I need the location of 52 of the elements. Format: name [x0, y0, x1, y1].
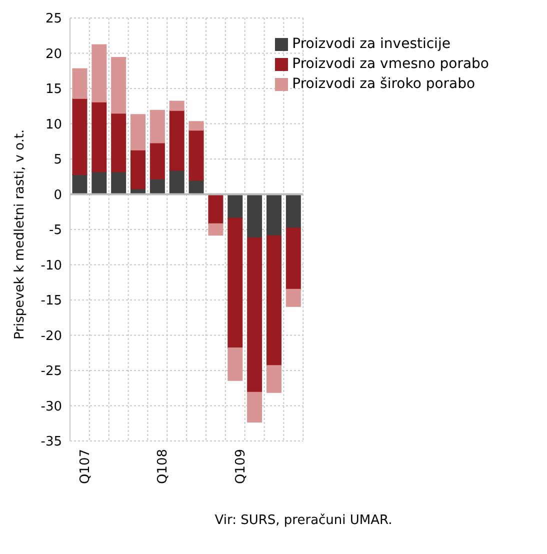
- x-tick-label: Q109: [233, 449, 248, 484]
- y-tick-label: 20: [45, 46, 62, 62]
- bar: [286, 194, 301, 229]
- y-tick-label: 15: [45, 82, 62, 98]
- bar: [266, 194, 282, 236]
- bar: [247, 237, 262, 393]
- bar: [188, 130, 204, 181]
- bar: [169, 170, 184, 195]
- x-tick-label: Q107: [78, 449, 93, 484]
- x-tick-label: Q108: [156, 449, 171, 484]
- bar: [92, 171, 107, 195]
- y-tick-label: -10: [40, 258, 62, 274]
- bar: [72, 174, 88, 195]
- bar: [286, 228, 301, 290]
- y-tick-label: -30: [40, 399, 62, 414]
- bar: [92, 44, 107, 102]
- bar: [228, 218, 243, 348]
- bar: [266, 365, 282, 393]
- bar: [228, 347, 243, 381]
- y-tick-label: 25: [45, 12, 62, 27]
- y-tick-label: -5: [49, 223, 62, 238]
- bar: [169, 110, 184, 171]
- bar: [130, 149, 146, 190]
- legend-label: Proizvodi za vmesno porabo: [292, 56, 489, 72]
- bar: [111, 56, 126, 114]
- y-tick-label: 0: [54, 188, 62, 203]
- y-tick-label: -25: [40, 364, 62, 380]
- text: Vir: SURS, preračuni UMAR.: [214, 513, 394, 528]
- bar: [247, 194, 262, 238]
- bar: [208, 223, 224, 236]
- bar: [150, 142, 165, 180]
- y-tick-label: -15: [40, 294, 62, 309]
- y-tick-label: 10: [45, 117, 62, 132]
- bar: [266, 235, 282, 366]
- y-tick-label: -20: [40, 328, 62, 344]
- y-tick-label: -35: [40, 434, 62, 450]
- bar: [72, 98, 88, 176]
- y-axis-title: Prispevek k medletni rasti, v o.t.: [12, 129, 28, 340]
- bar: [188, 121, 204, 131]
- y-tick-label: 5: [54, 152, 62, 168]
- bar: [72, 68, 88, 99]
- bar: [169, 100, 184, 111]
- bar: [247, 392, 262, 422]
- bar: [286, 288, 301, 307]
- bar: [111, 112, 126, 172]
- bar: [150, 110, 165, 144]
- legend-label: Proizvodi za široko porabo: [292, 76, 476, 92]
- bar: [208, 194, 224, 224]
- bar: [111, 171, 126, 195]
- legend-label: Proizvodi za investicije: [292, 36, 450, 52]
- bar: [130, 114, 146, 150]
- bar: [92, 101, 107, 172]
